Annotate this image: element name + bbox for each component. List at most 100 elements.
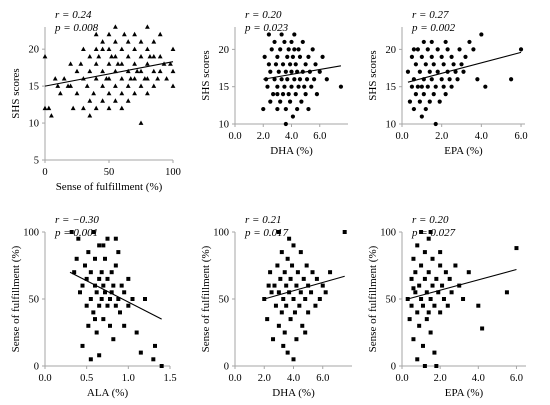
data-point [439,77,444,82]
data-point [100,68,105,74]
data-point [108,297,112,301]
stat-p: p = 0.002 [411,22,456,34]
data-point [424,290,429,295]
data-point [151,53,157,59]
x-tick-label: 100 [165,167,181,178]
data-point [279,32,284,37]
data-point [106,46,112,51]
data-point [145,24,150,29]
data-point [328,270,333,275]
data-point [415,310,420,315]
data-point [438,263,443,268]
y-tick-label: 10 [219,120,230,131]
data-point [430,256,435,261]
data-point [449,290,454,295]
data-point [145,76,150,81]
data-point [42,105,48,111]
data-point [417,283,422,288]
data-point [113,24,118,29]
data-point [411,337,416,342]
data-point [275,84,280,89]
y-axis-label: SHS scores [10,68,22,118]
data-point [287,236,292,241]
data-point [417,323,422,328]
data-point [411,256,416,261]
data-point [113,39,118,44]
data-point [409,54,415,59]
data-point [125,98,131,103]
data-point [509,77,514,82]
data-point [409,303,414,308]
data-point [103,256,107,261]
y-axis-label: Sense of fulfillment (%) [367,245,379,352]
data-point [109,270,114,275]
data-point [293,62,298,67]
data-point [443,92,448,97]
data-point [273,62,279,67]
data-point [434,364,439,368]
stat-p: p = 0.017 [244,227,289,239]
y-tick-label: 100 [213,228,229,239]
data-point [69,230,74,234]
data-point [306,310,311,315]
data-point [475,77,480,82]
y-axis-label: SHS scores [200,50,212,100]
data-point [101,243,106,248]
data-point [119,46,125,51]
stat-r: r = 0.21 [245,214,281,226]
data-point [282,270,287,275]
data-point [431,62,436,67]
data-point [441,62,446,67]
data-point [306,283,311,288]
data-point [287,99,293,104]
x-tick-label: 0.0 [395,373,408,384]
data-point [298,290,303,295]
stat-r: r = 0.27 [412,9,449,21]
data-point [99,270,104,275]
stat-p: p = 0.001 [54,227,98,239]
data-point [159,364,164,368]
data-point [91,90,97,96]
data-point [279,77,284,82]
data-point [313,303,318,308]
data-point [88,270,93,275]
data-point [278,276,283,281]
x-tick-label: 6.0 [313,131,326,142]
data-point [145,90,150,96]
y-tick-label: 100 [380,228,396,239]
data-point [295,106,300,112]
data-point [304,77,310,82]
data-point [419,230,424,234]
data-point [138,39,144,44]
data-point [261,106,266,112]
data-point [299,99,304,104]
data-point [292,310,297,315]
data-point [429,54,434,59]
data-point [55,83,61,88]
data-point [290,54,296,59]
data-point [424,317,429,322]
y-tick-label: 15 [219,82,230,93]
data-point [52,76,58,81]
data-point [273,303,278,308]
data-point [125,68,131,74]
data-point [407,317,412,322]
data-point [68,83,73,88]
scatter-panel-1: 0 50 100 5 10 15 20 Sense of fulfillment (%) SHS… [10,9,181,193]
data-point [425,84,430,89]
data-point [317,297,322,301]
data-point [275,92,280,97]
data-point [421,92,426,97]
y-tick-label: 15 [386,82,397,93]
stat-r: r = 0.24 [55,9,92,21]
data-point [303,62,308,67]
data-point [116,250,121,255]
data-point [461,297,466,301]
data-point [428,230,433,234]
data-point [119,283,124,288]
y-tick-label: 10 [29,119,40,130]
x-tick-label: 2.0 [258,373,271,384]
data-point [97,243,102,248]
y-tick-label: 15 [29,82,40,93]
